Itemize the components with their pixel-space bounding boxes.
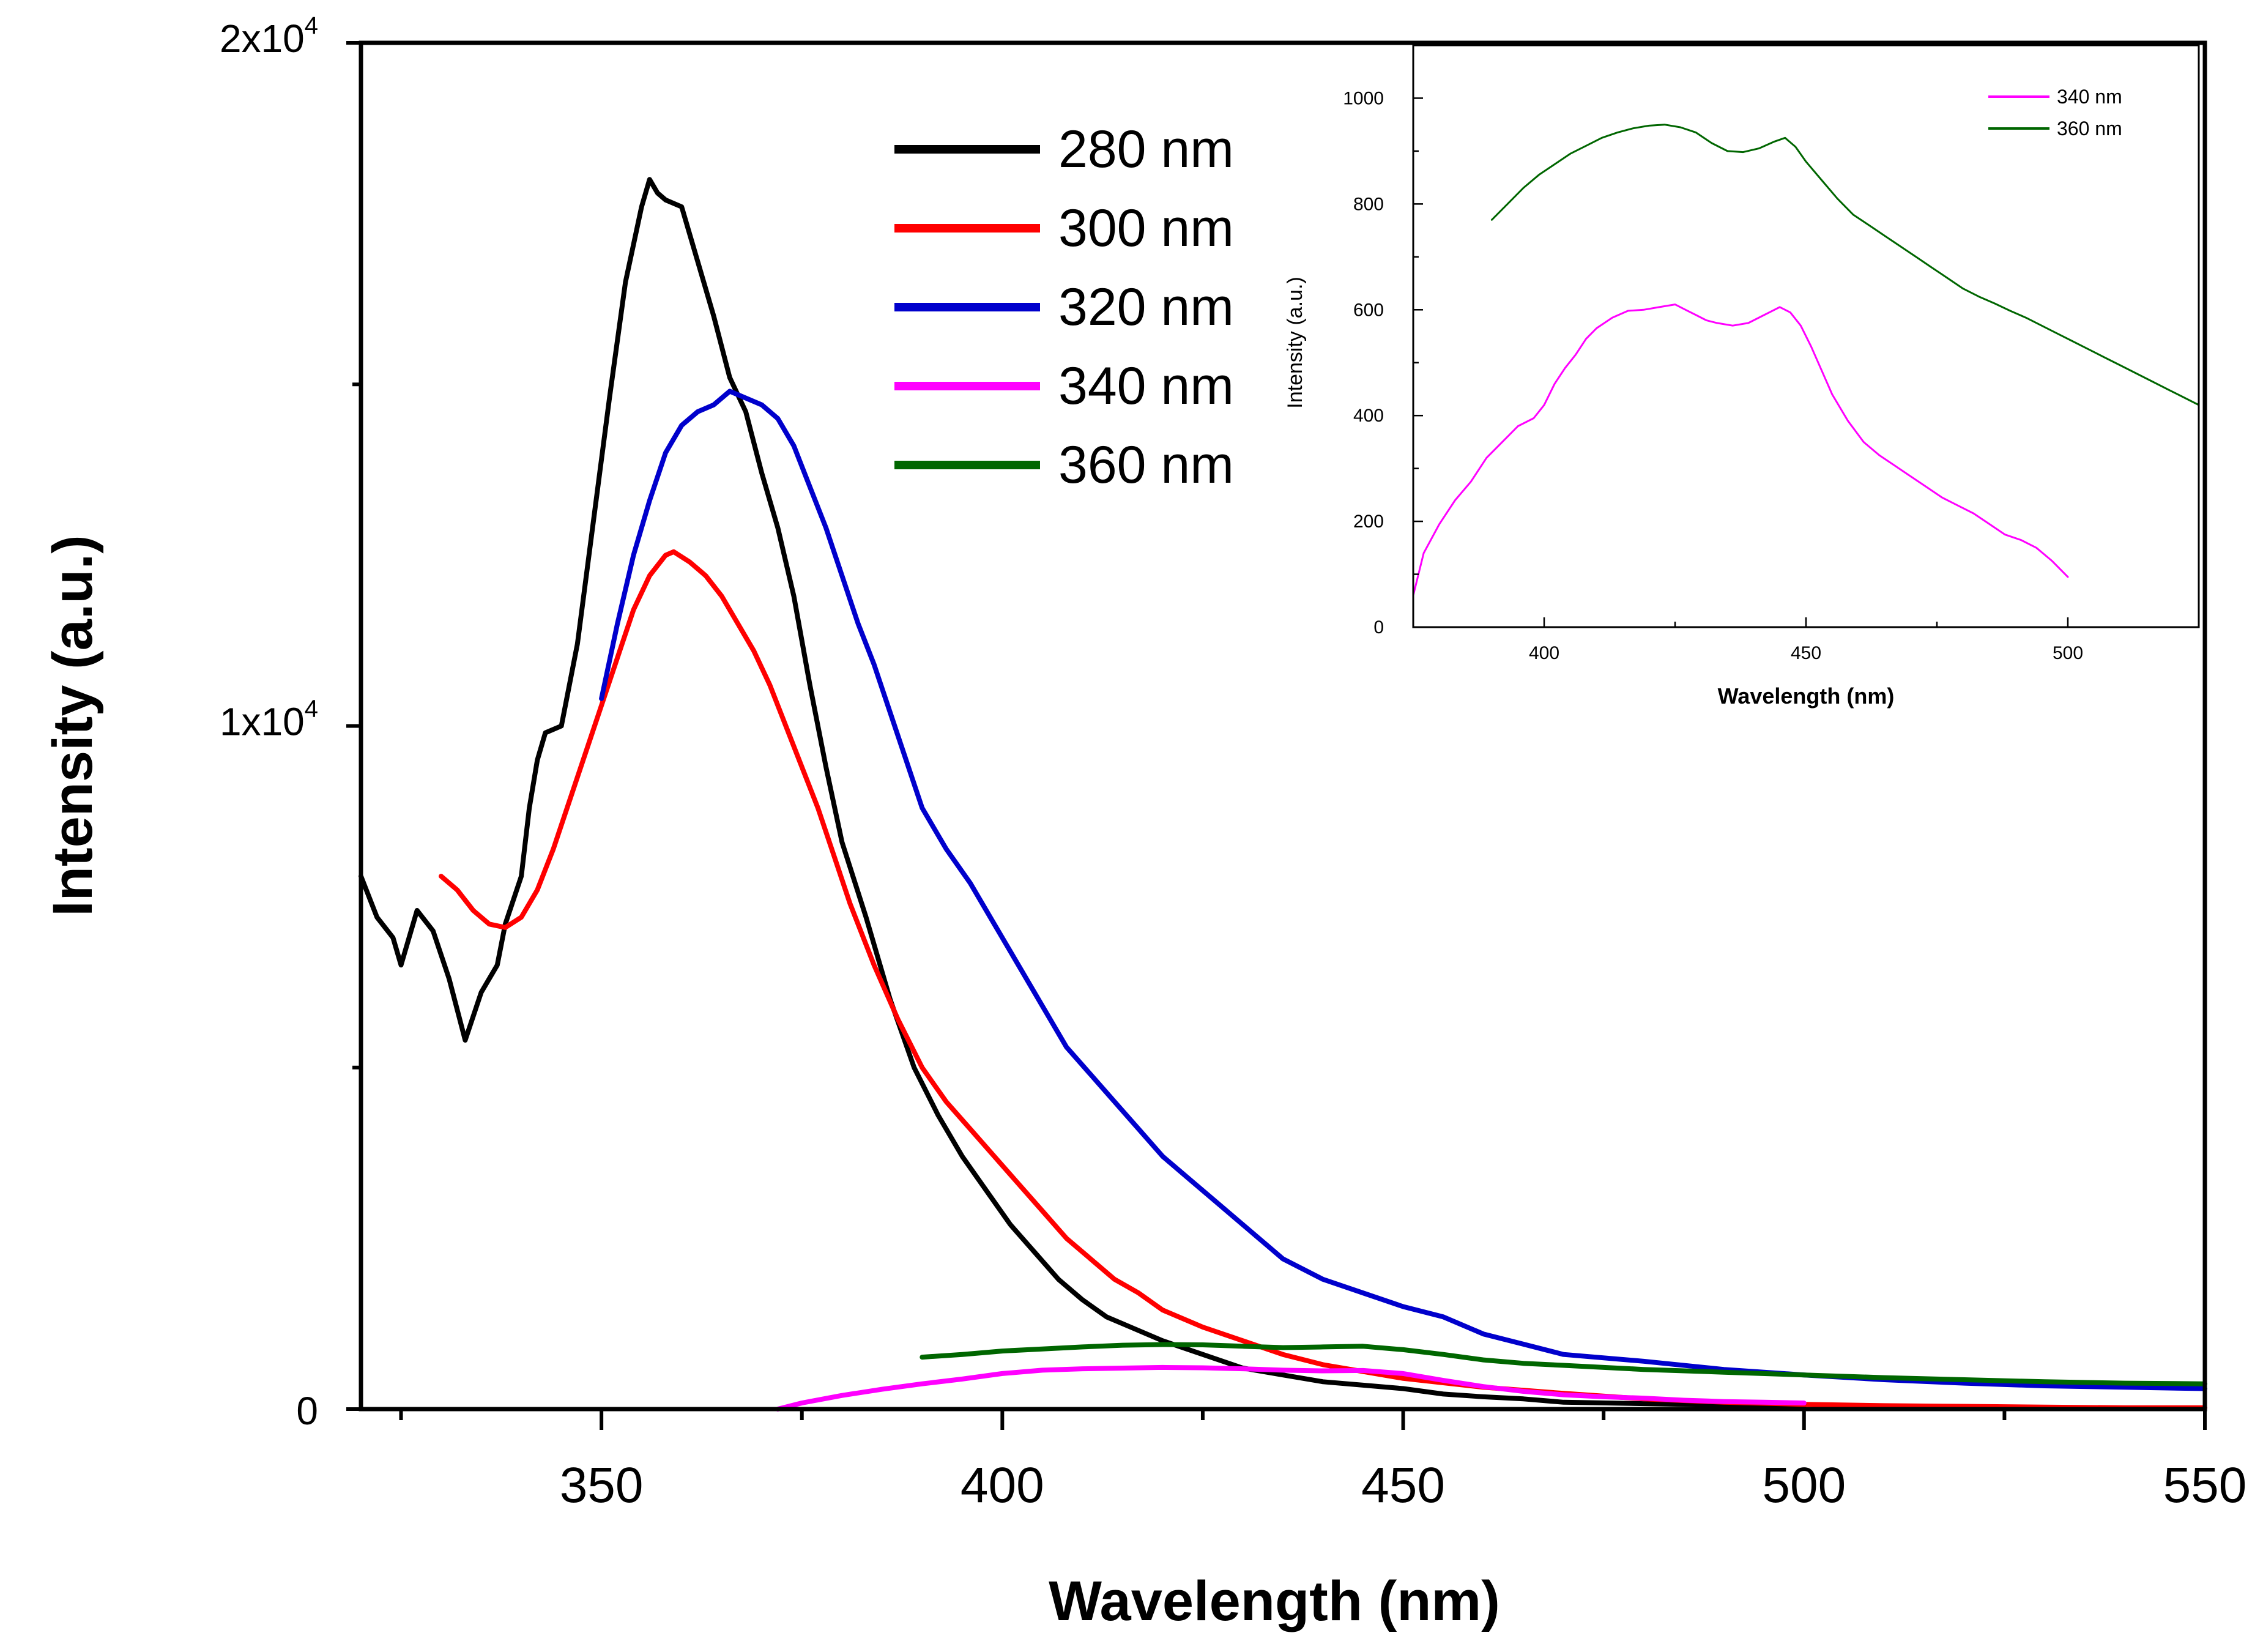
inset-y-tick-label: 200 xyxy=(1353,512,1384,532)
main-series-line-360-nm xyxy=(920,1342,2207,1386)
inset-y-tick-label: 600 xyxy=(1353,300,1384,320)
main-y-tick-label: 2x104 xyxy=(220,12,318,61)
inset-plot-lines xyxy=(1412,124,2200,597)
main-x-ticks: 350 400 450 500 550 xyxy=(399,1409,2247,1513)
main-series-line-320-nm xyxy=(599,389,2207,1391)
main-legend-label: 360 nm xyxy=(1058,436,1234,494)
inset-legend: 340 nm 360 nm xyxy=(1988,86,2122,140)
main-y-tick-label: 0 xyxy=(296,1389,318,1433)
main-plot-lines xyxy=(359,177,2207,1412)
inset-series-line-340-nm xyxy=(1412,303,2069,597)
main-y-ticks: 0 1x104 2x104 xyxy=(220,12,361,1433)
inset-legend-label: 340 nm xyxy=(2057,86,2122,108)
inset-y-axis-label: Intensity (a.u.) xyxy=(1284,277,1307,408)
inset-x-tick-label: 450 xyxy=(1791,643,1821,663)
main-y-tick-label: 1x104 xyxy=(220,696,318,744)
main-x-axis-label: Wavelength (nm) xyxy=(1049,1570,1500,1632)
inset-x-tick-label: 400 xyxy=(1529,643,1559,663)
main-legend-label: 280 nm xyxy=(1058,120,1234,179)
main-legend-label: 320 nm xyxy=(1058,278,1234,337)
main-x-tick-label: 450 xyxy=(1361,1457,1445,1513)
main-chart: 350 400 450 500 550 0 1x104 2x104 Wavelength (… xyxy=(42,12,2246,1632)
main-y-axis-label: Intensity (a.u.) xyxy=(42,535,104,917)
inset-x-ticks: 400 450 500 xyxy=(1412,617,2200,663)
main-legend-label: 340 nm xyxy=(1058,357,1234,415)
inset-y-tick-label: 0 xyxy=(1373,617,1384,638)
main-x-tick-label: 550 xyxy=(2163,1457,2247,1513)
inset-y-tick-label: 400 xyxy=(1353,406,1384,426)
inset-legend-label: 360 nm xyxy=(2057,117,2122,140)
main-series-line-280-nm xyxy=(359,177,1807,1408)
inset-chart: 400 450 500 0 200 400 600 800 1000 Wavelength (… xyxy=(1284,44,2200,709)
main-x-tick-label: 400 xyxy=(961,1457,1044,1513)
main-x-tick-label: 350 xyxy=(560,1457,644,1513)
inset-y-ticks: 0 200 400 600 800 1000 xyxy=(1343,88,1423,638)
main-legend-label: 300 nm xyxy=(1058,199,1234,258)
main-x-tick-label: 500 xyxy=(1762,1457,1846,1513)
main-legend: 280 nm 300 nm 320 nm 340 nm 360 nm xyxy=(894,120,1234,494)
inset-x-tick-label: 500 xyxy=(2053,643,2083,663)
main-series-line-340-nm xyxy=(775,1364,1807,1412)
inset-y-tick-label: 1000 xyxy=(1343,88,1384,108)
inset-y-tick-label: 800 xyxy=(1353,194,1384,214)
inset-series-line-360-nm xyxy=(1490,124,2200,406)
inset-x-axis-label: Wavelength (nm) xyxy=(1718,683,1895,709)
